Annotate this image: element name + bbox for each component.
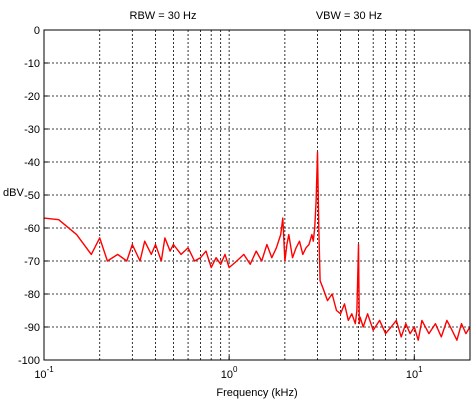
y-tick-label: -20: [24, 91, 40, 103]
y-tick-label: -10: [24, 58, 40, 70]
rbw-annotation: RBW = 30 Hz: [130, 10, 197, 22]
y-axis-label: dBV: [3, 187, 24, 199]
y-tick-label: -30: [24, 124, 40, 136]
y-tick-label: -100: [18, 355, 40, 367]
y-tick-label: -90: [24, 322, 40, 334]
x-axis-label: Frequency (kHz): [216, 387, 297, 399]
plot-frame: [43, 29, 471, 361]
series-layer: [43, 151, 471, 341]
y-tick-label: -80: [24, 289, 40, 301]
x-tick-label: 101: [406, 365, 423, 381]
y-tick-label: 0: [34, 25, 40, 37]
y-tick-label: -50: [24, 190, 40, 202]
x-tick-label: 10-1: [34, 365, 54, 381]
y-tick-label: -60: [24, 223, 40, 235]
vbw-annotation: VBW = 30 Hz: [316, 10, 382, 22]
spectrum-series-line: [43, 151, 471, 341]
grid: [44, 30, 470, 360]
y-tick-label: -70: [24, 256, 40, 268]
x-tick-label: 100: [221, 365, 238, 381]
y-tick-label: -40: [24, 157, 40, 169]
x-tick-labels: 10-1 100 101: [34, 356, 423, 381]
